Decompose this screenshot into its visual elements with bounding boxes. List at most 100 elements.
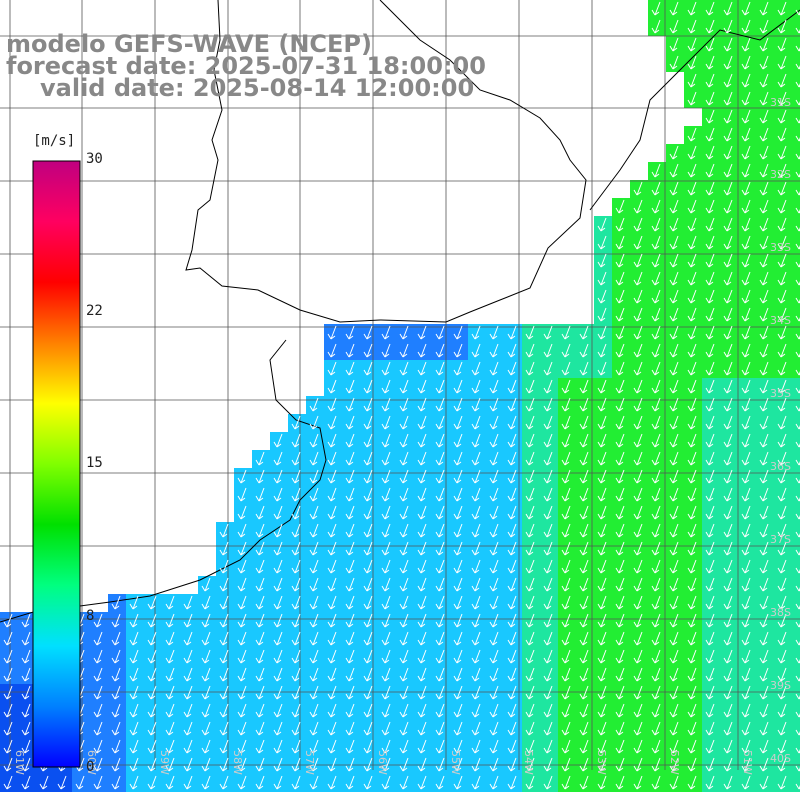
wind-arrow: [633, 199, 643, 214]
wind-arrow: [399, 685, 409, 700]
wind-arrow: [759, 199, 769, 214]
wind-arrow: [471, 343, 481, 358]
wind-arrow: [777, 559, 787, 574]
wind-arrow: [759, 361, 769, 376]
wind-arrow: [111, 703, 121, 718]
wind-arrow: [651, 595, 661, 610]
wind-arrow: [471, 487, 481, 502]
wind-arrow: [327, 613, 337, 628]
wind-arrow: [399, 469, 409, 484]
wind-arrow: [3, 649, 13, 664]
wind-arrow: [597, 739, 607, 754]
wind-arrow: [669, 289, 679, 304]
wind-arrow: [615, 379, 625, 394]
wind-arrow: [399, 505, 409, 520]
wind-arrow: [453, 343, 463, 358]
wind-arrow: [615, 271, 625, 286]
wind-arrow: [669, 397, 679, 412]
wind-arrow: [579, 577, 589, 592]
wind-arrow: [777, 271, 787, 286]
wind-arrow: [165, 613, 175, 628]
wind-arrow: [57, 775, 67, 790]
wind-arrow: [669, 649, 679, 664]
wind-arrow: [525, 415, 535, 430]
wind-arrow: [561, 649, 571, 664]
wind-arrow: [291, 541, 301, 556]
longitude-label: 61W: [13, 750, 26, 775]
wind-arrow: [237, 469, 247, 484]
wind-cell: [792, 720, 800, 738]
wind-arrow: [525, 397, 535, 412]
wind-arrow: [273, 739, 283, 754]
wind-arrow: [147, 775, 157, 790]
wind-arrow: [345, 775, 355, 790]
wind-arrow: [777, 217, 787, 232]
wind-arrow: [183, 613, 193, 628]
wind-arrow: [507, 433, 517, 448]
wind-arrow: [633, 757, 643, 772]
wind-arrow: [327, 415, 337, 430]
wind-arrow: [705, 433, 715, 448]
wind-arrow: [687, 271, 697, 286]
wind-arrow: [201, 667, 211, 682]
wind-arrow: [543, 433, 553, 448]
wind-cell: [792, 414, 800, 432]
wind-arrow: [741, 145, 751, 160]
wind-arrow: [345, 541, 355, 556]
wind-arrow: [687, 757, 697, 772]
wind-arrow: [561, 433, 571, 448]
wind-arrow: [759, 127, 769, 142]
wind-arrow: [597, 721, 607, 736]
wind-arrow: [219, 613, 229, 628]
wind-arrow: [687, 253, 697, 268]
wind-arrow: [669, 37, 679, 52]
latitude-label: 34S: [770, 314, 791, 327]
wind-arrow: [741, 289, 751, 304]
wind-arrow: [165, 703, 175, 718]
wind-arrow: [579, 631, 589, 646]
wind-arrow: [219, 649, 229, 664]
wind-arrow: [669, 163, 679, 178]
wind-arrow: [363, 595, 373, 610]
wind-arrow: [777, 145, 787, 160]
wind-arrow: [777, 235, 787, 250]
wind-arrow: [489, 595, 499, 610]
wind-arrow: [273, 649, 283, 664]
wind-arrow: [363, 739, 373, 754]
wind-arrow: [759, 433, 769, 448]
wind-arrows: [3, 1, 800, 790]
wind-arrow: [759, 523, 769, 538]
wind-arrow: [759, 775, 769, 790]
wind-arrow: [417, 685, 427, 700]
wind-arrow: [723, 343, 733, 358]
wind-arrow: [3, 667, 13, 682]
wind-arrow: [705, 127, 715, 142]
wind-arrow: [273, 631, 283, 646]
wind-arrow: [399, 379, 409, 394]
wind-arrow: [741, 613, 751, 628]
wind-arrow: [219, 757, 229, 772]
wind-arrow: [399, 739, 409, 754]
wind-arrow: [615, 523, 625, 538]
wind-arrow: [615, 325, 625, 340]
wind-arrow: [381, 325, 391, 340]
wind-arrow: [399, 541, 409, 556]
wind-arrow: [345, 577, 355, 592]
wind-arrow: [273, 667, 283, 682]
wind-arrow: [93, 613, 103, 628]
wind-arrow: [345, 505, 355, 520]
wind-arrow: [777, 343, 787, 358]
wind-arrow: [579, 595, 589, 610]
wind-arrow: [669, 145, 679, 160]
wind-arrow: [453, 433, 463, 448]
wind-arrow: [345, 523, 355, 538]
wind-arrow: [705, 235, 715, 250]
wind-arrow: [183, 595, 193, 610]
wind-arrow: [291, 649, 301, 664]
wind-arrow: [345, 721, 355, 736]
wind-arrow: [633, 739, 643, 754]
wind-arrow: [651, 757, 661, 772]
wind-arrow: [129, 775, 139, 790]
wind-arrow: [165, 595, 175, 610]
wind-arrow: [669, 685, 679, 700]
